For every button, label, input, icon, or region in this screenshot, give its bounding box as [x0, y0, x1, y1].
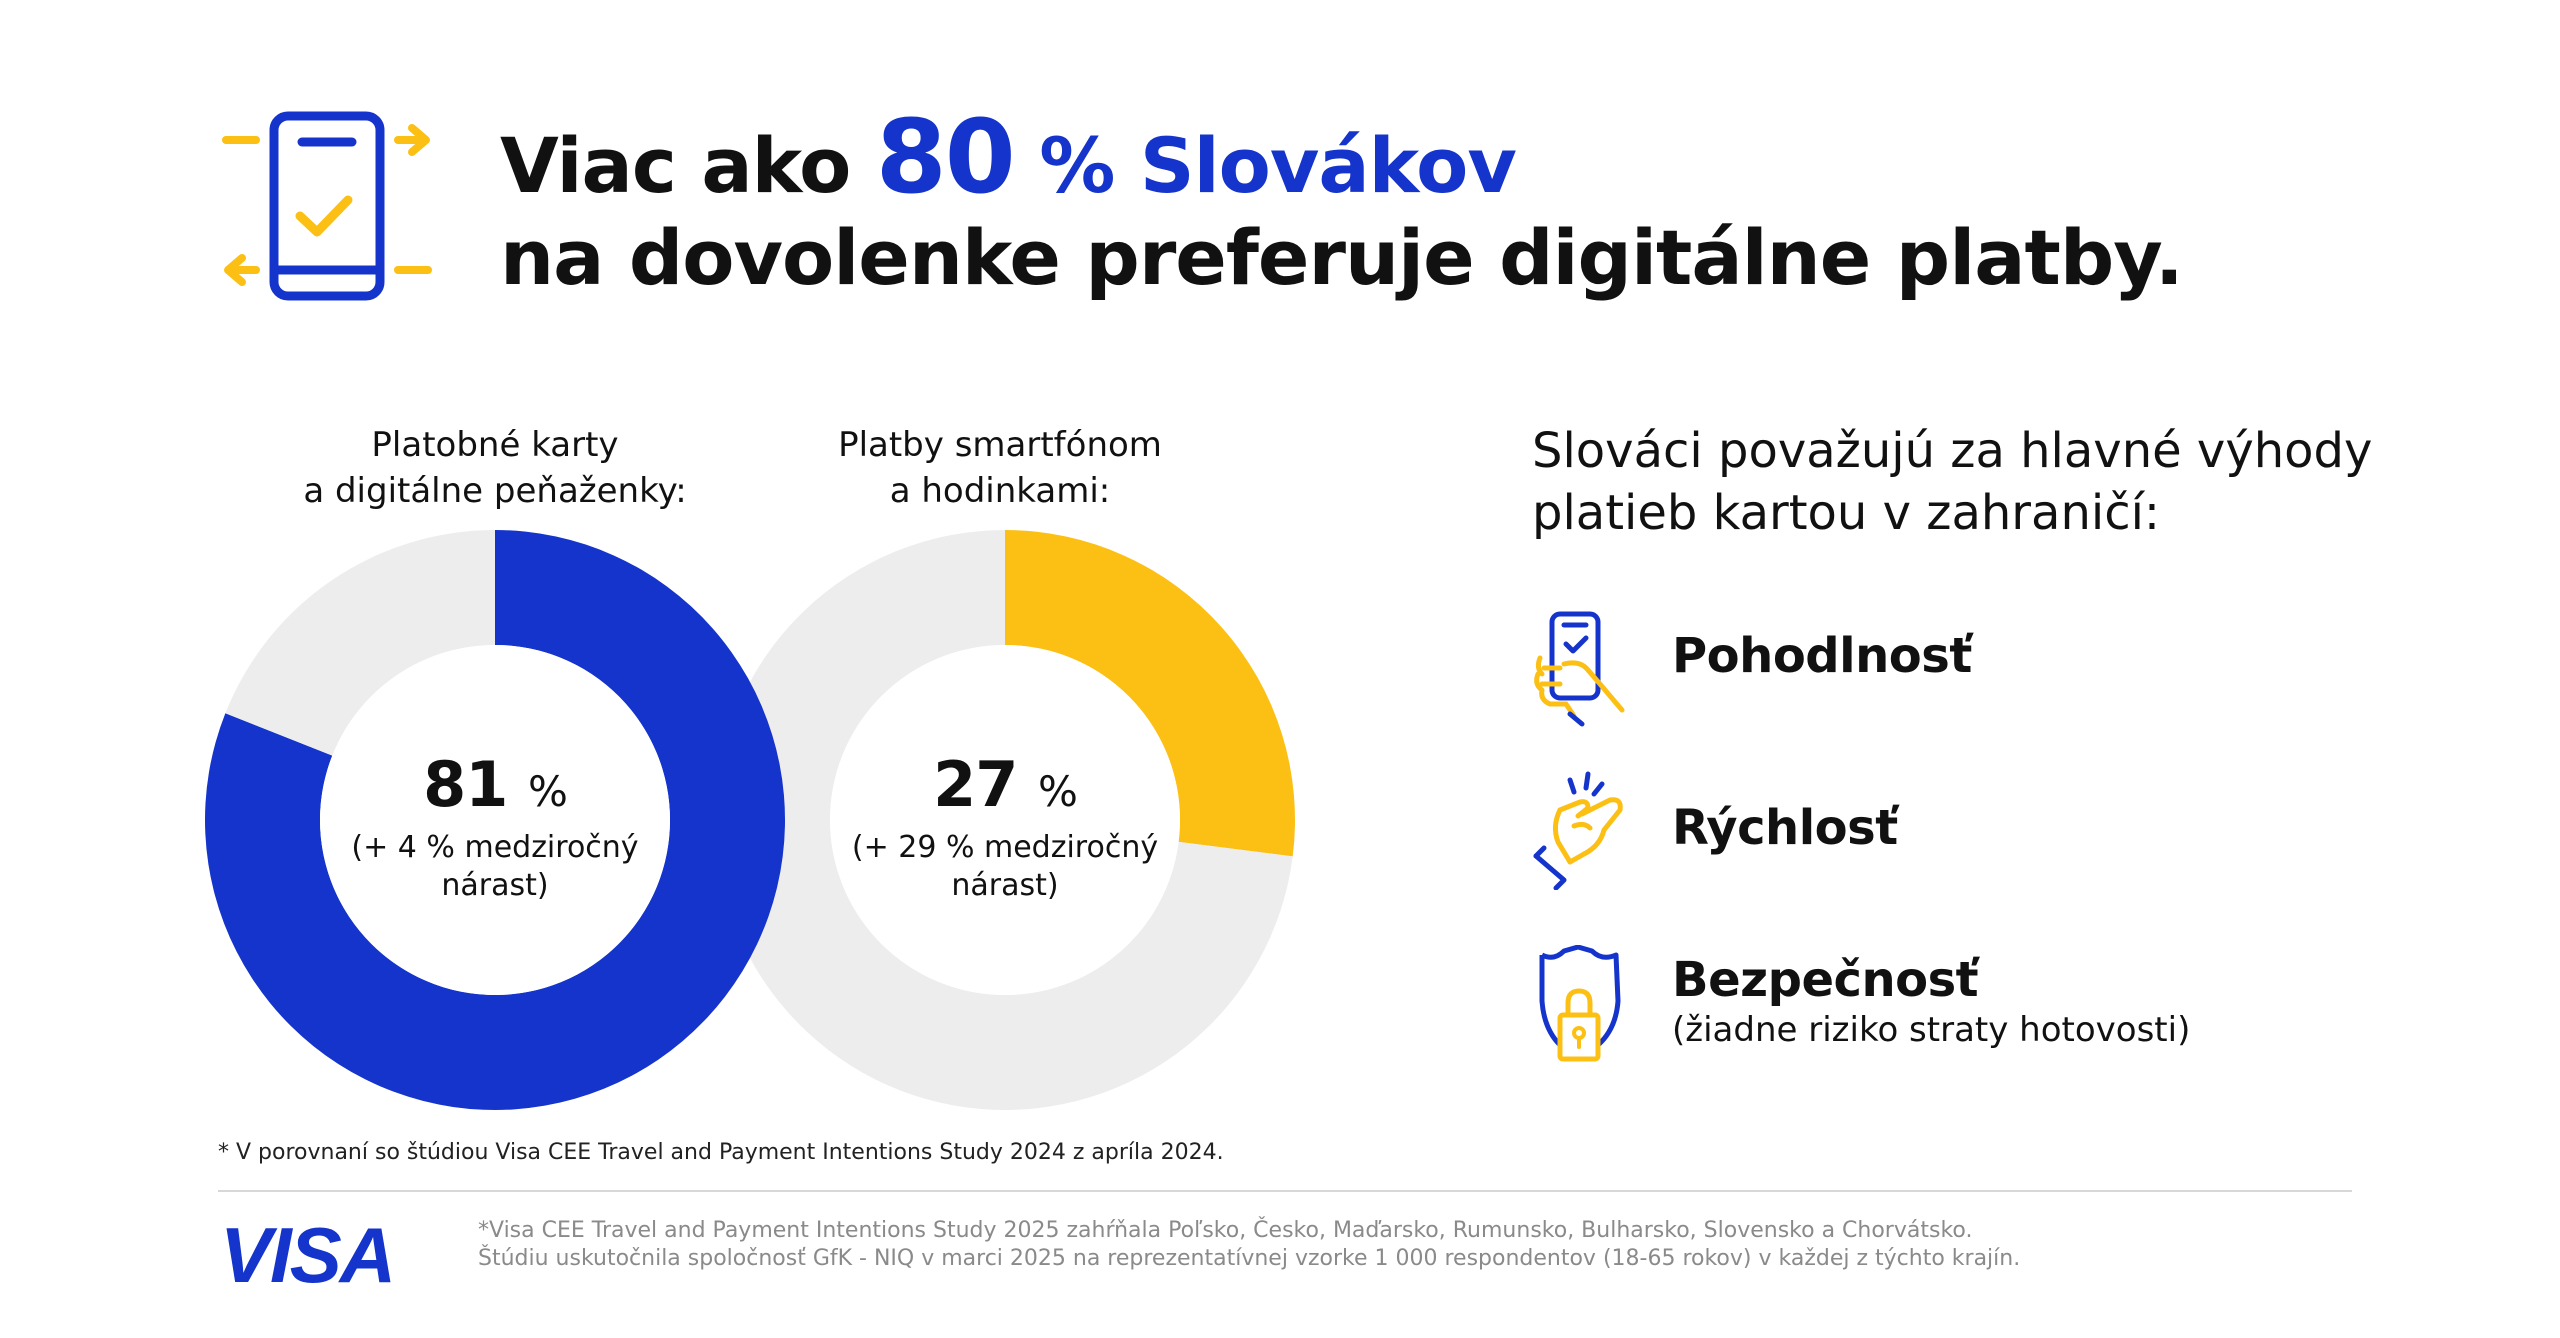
- donut-phone-slice-0: [1005, 530, 1295, 857]
- chart-label-phone-line1: Platby smartfónom: [838, 425, 1162, 465]
- chart-label-cards: Platobné karty a digitálne peňaženky:: [235, 422, 755, 514]
- chart-label-phone-line2: a hodinkami:: [889, 471, 1111, 511]
- source-line-2: Štúdiu uskutočnila spoločnosť GfK - NIQ …: [478, 1246, 2021, 1271]
- title-post: % Slovákov: [1039, 121, 1517, 210]
- donut-cards-hole: [320, 645, 670, 995]
- source-line-1: *Visa CEE Travel and Payment Intentions …: [478, 1218, 1973, 1243]
- visa-logo-text: VISA: [220, 1218, 394, 1290]
- title-pre: Viac ako: [500, 121, 851, 210]
- visa-logo: VISA: [220, 1218, 396, 1290]
- cards-note-line1: (+ 4 % medziročný: [351, 830, 639, 865]
- snap-fingers-icon: [1533, 771, 1623, 890]
- phone-hand-icon: [1534, 611, 1625, 727]
- phone-note-line2: nárast): [951, 868, 1059, 903]
- cards-note-line2: nárast): [441, 868, 549, 903]
- donut-phone: [715, 530, 1295, 1110]
- benefits-title-line2: platieb kartou v zahraničí:: [1532, 485, 2161, 541]
- benefit-security-note: (žiadne riziko straty hotovosti): [1672, 1010, 2191, 1050]
- donut-cards-slice-0: [205, 530, 785, 1110]
- phone-transfer-icon: [222, 111, 432, 301]
- cards-value-unit: %: [527, 767, 568, 816]
- footnote: * V porovnaní so štúdiou Visa CEE Travel…: [218, 1140, 1224, 1165]
- donut-phone-slice-1: [715, 530, 1293, 1110]
- title-number: 80: [875, 98, 1016, 217]
- title-line-1: Viac ako 80 % Slovákov: [500, 107, 1517, 216]
- phone-value-unit: %: [1037, 767, 1078, 816]
- cards-value: 81 %: [330, 748, 660, 829]
- benefit-security-label: Bezpečnosť: [1672, 952, 1979, 1008]
- cards-value-number: 81: [423, 748, 508, 821]
- donut-charts: [205, 530, 1295, 1110]
- chart-label-phone: Platby smartfónom a hodinkami:: [780, 422, 1220, 514]
- chart-label-cards-line1: Platobné karty: [371, 425, 619, 465]
- donut-center-phone: 27 % (+ 29 % medziročný nárast): [840, 748, 1170, 905]
- benefits-title-line1: Slováci považujú za hlavné výhody: [1532, 423, 2373, 479]
- benefit-speed-label: Rýchlosť: [1672, 800, 1898, 856]
- benefit-comfort-label: Pohodlnosť: [1672, 628, 1972, 684]
- phone-note-line1: (+ 29 % medziročný: [851, 830, 1159, 865]
- benefits-title: Slováci považujú za hlavné výhody platie…: [1532, 420, 2372, 544]
- phone-value: 27 %: [840, 748, 1170, 829]
- donut-center-cards: 81 % (+ 4 % medziročný nárast): [330, 748, 660, 905]
- title-line-2: na dovolenke preferuje digitálne platby.: [500, 213, 2184, 302]
- donut-cards-slice-1: [225, 530, 495, 756]
- donut-cards: [205, 530, 785, 1110]
- donut-phone-hole: [830, 645, 1180, 995]
- chart-label-cards-line2: a digitálne peňaženky:: [303, 471, 687, 511]
- shield-lock-icon: [1539, 945, 1621, 1062]
- footer-divider: [218, 1190, 2352, 1192]
- phone-value-number: 27: [933, 748, 1018, 821]
